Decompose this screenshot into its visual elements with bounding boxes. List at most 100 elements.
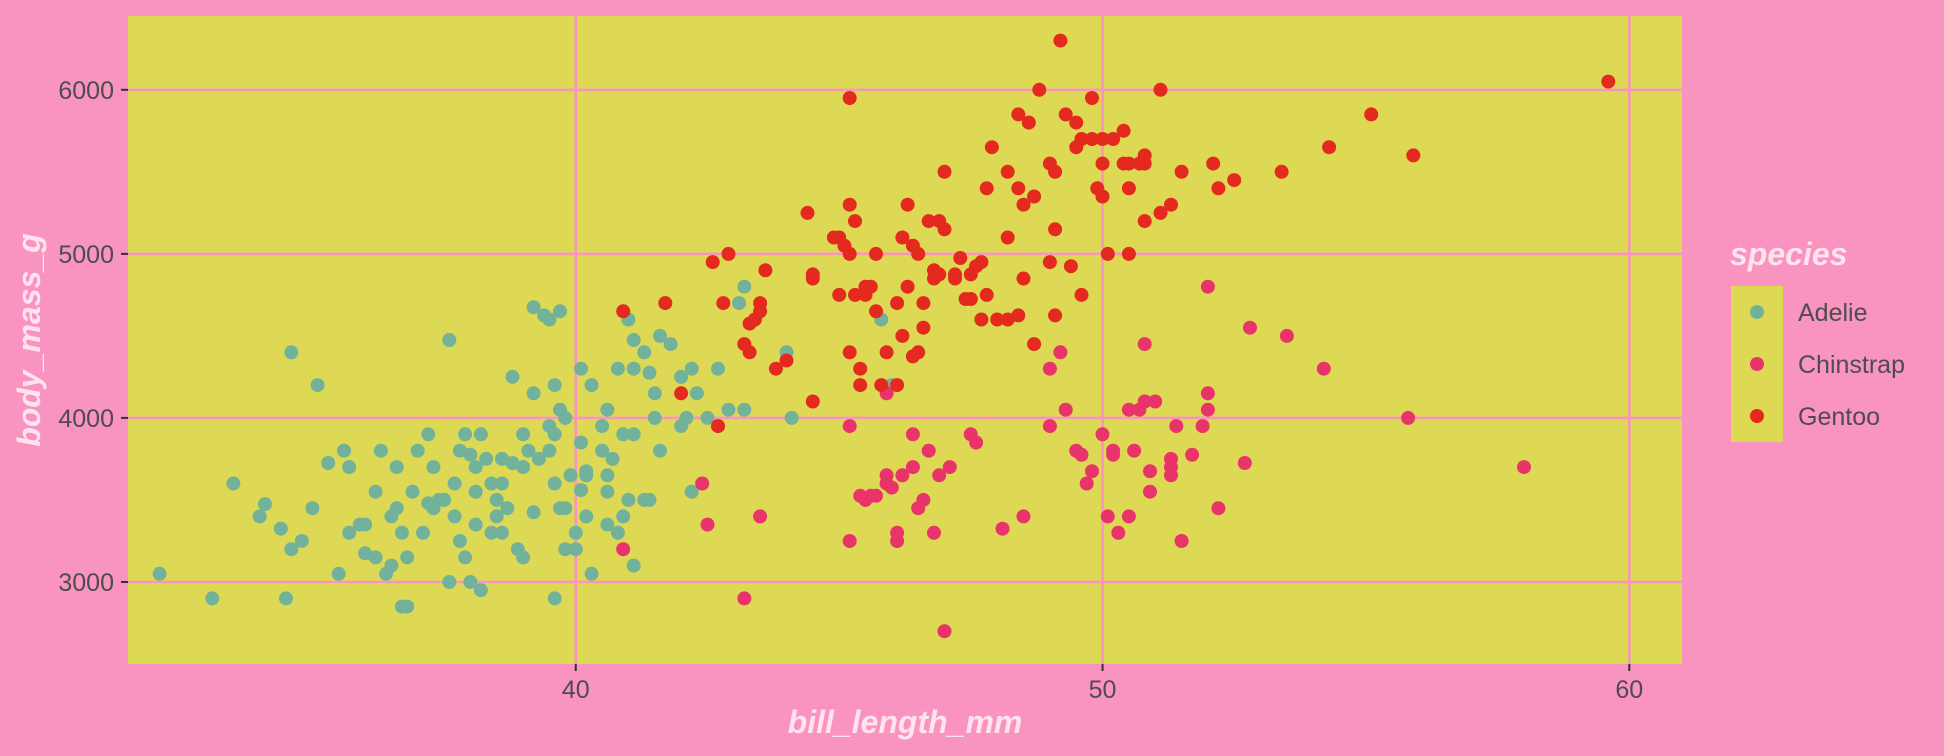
point-gentoo xyxy=(937,164,952,179)
point-gentoo xyxy=(984,140,999,155)
point-chinstrap xyxy=(884,480,899,495)
point-chinstrap xyxy=(842,419,857,434)
point-adelie xyxy=(489,492,504,507)
point-adelie xyxy=(684,361,699,376)
point-gentoo xyxy=(800,205,815,220)
point-gentoo xyxy=(768,361,783,376)
y-tick-label-5000: 5000 xyxy=(58,241,114,269)
point-adelie xyxy=(258,497,272,512)
point-chinstrap xyxy=(1517,460,1531,475)
grid-lines xyxy=(128,16,1682,664)
point-adelie xyxy=(400,550,415,565)
point-adelie xyxy=(553,304,567,319)
point-adelie xyxy=(621,492,636,507)
point-gentoo xyxy=(869,246,883,261)
point-gentoo xyxy=(853,378,868,393)
point-gentoo xyxy=(1322,140,1337,155)
point-adelie xyxy=(489,509,504,524)
point-adelie xyxy=(426,460,441,475)
point-gentoo xyxy=(1069,115,1084,130)
point-gentoo xyxy=(1063,259,1078,274)
point-chinstrap xyxy=(1237,456,1252,470)
point-gentoo xyxy=(853,361,868,376)
point-adelie xyxy=(337,443,351,458)
point-chinstrap xyxy=(1174,534,1189,548)
point-chinstrap xyxy=(890,525,905,540)
point-gentoo xyxy=(1174,164,1189,179)
point-adelie xyxy=(452,443,467,458)
point-gentoo xyxy=(705,255,720,270)
point-adelie xyxy=(279,591,293,606)
point-adelie xyxy=(616,427,631,442)
point-adelie xyxy=(674,369,689,384)
legend-label-adelie: Adelie xyxy=(1798,299,1868,327)
point-chinstrap xyxy=(1016,509,1031,524)
point-chinstrap xyxy=(995,521,1010,536)
point-adelie xyxy=(373,443,388,458)
point-adelie xyxy=(447,509,462,524)
point-adelie xyxy=(574,361,588,376)
point-gentoo xyxy=(1100,246,1115,261)
point-chinstrap xyxy=(1316,361,1331,376)
point-gentoo xyxy=(1116,123,1131,138)
point-adelie xyxy=(389,460,404,475)
point-adelie xyxy=(700,410,715,425)
point-chinstrap xyxy=(1243,320,1257,335)
point-adelie xyxy=(331,566,346,581)
data-points xyxy=(152,33,1616,639)
point-chinstrap xyxy=(1185,447,1200,462)
point-gentoo xyxy=(1274,164,1289,179)
point-adelie xyxy=(205,591,220,606)
point-chinstrap xyxy=(895,468,910,483)
point-adelie xyxy=(542,312,557,327)
point-adelie xyxy=(600,402,615,417)
point-adelie xyxy=(468,517,483,532)
point-adelie xyxy=(505,456,520,470)
point-gentoo xyxy=(1095,156,1110,171)
point-gentoo xyxy=(1011,181,1026,196)
point-gentoo xyxy=(890,296,905,311)
legend-title: species xyxy=(1730,236,1847,272)
point-adelie xyxy=(458,427,473,442)
point-gentoo xyxy=(869,304,883,319)
point-gentoo xyxy=(979,287,994,302)
point-gentoo xyxy=(826,230,841,245)
point-adelie xyxy=(479,451,494,466)
point-chinstrap xyxy=(1195,419,1210,434)
point-adelie xyxy=(684,484,699,499)
point-chinstrap xyxy=(1053,345,1068,360)
point-chinstrap xyxy=(921,443,936,458)
point-adelie xyxy=(368,484,383,499)
point-adelie xyxy=(579,509,594,524)
point-gentoo xyxy=(1058,107,1073,122)
point-adelie xyxy=(473,427,488,442)
point-gentoo xyxy=(874,378,889,393)
point-gentoo xyxy=(1000,230,1015,245)
point-adelie xyxy=(526,300,541,315)
point-chinstrap xyxy=(753,509,768,524)
point-adelie xyxy=(642,492,657,507)
point-chinstrap xyxy=(1143,464,1157,479)
point-chinstrap xyxy=(1042,419,1057,434)
point-adelie xyxy=(463,575,478,589)
point-chinstrap xyxy=(1401,410,1416,425)
point-gentoo xyxy=(1032,82,1047,97)
y-tick-label-6000: 6000 xyxy=(58,77,114,105)
point-chinstrap xyxy=(1200,279,1215,294)
point-chinstrap xyxy=(1279,328,1294,343)
point-adelie xyxy=(521,443,536,458)
y-axis-title: body_mass_g xyxy=(11,233,47,446)
point-adelie xyxy=(563,468,578,483)
point-adelie xyxy=(368,550,383,565)
point-chinstrap xyxy=(695,476,710,491)
point-adelie xyxy=(516,550,531,565)
point-adelie xyxy=(294,534,309,548)
point-adelie xyxy=(547,591,562,606)
point-gentoo xyxy=(1095,132,1110,146)
point-chinstrap xyxy=(905,460,920,475)
point-gentoo xyxy=(1121,156,1136,171)
point-chinstrap xyxy=(858,492,873,507)
point-gentoo xyxy=(1053,33,1068,48)
point-adelie xyxy=(284,345,299,360)
